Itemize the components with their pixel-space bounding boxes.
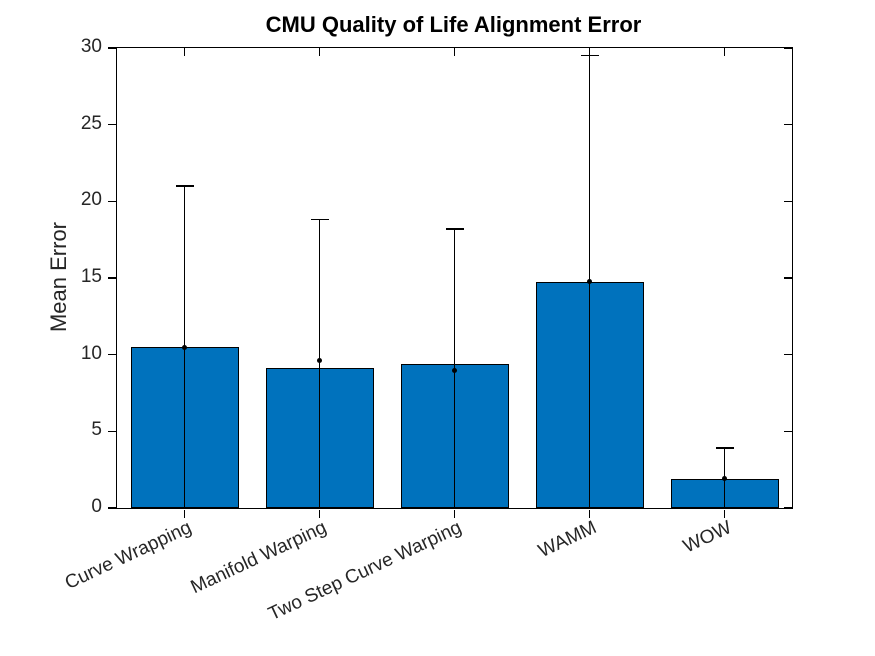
error-bar-cap-top xyxy=(715,447,734,449)
error-bar-cap-top xyxy=(445,228,464,230)
error-bar-marker xyxy=(317,357,322,363)
y-tick-label: 30 xyxy=(80,36,102,57)
x-tick-top xyxy=(318,48,321,56)
y-tick-right xyxy=(784,277,792,279)
y-tick-left xyxy=(107,277,116,279)
error-bar-cap-bottom xyxy=(175,507,194,509)
x-tick-bottom xyxy=(183,509,186,518)
error-bar-cap-bottom xyxy=(310,507,329,509)
x-tick-label: Curve Wrapping xyxy=(61,517,195,594)
x-tick-label: WOW xyxy=(679,517,735,558)
error-bar-cap-top xyxy=(175,185,194,187)
x-tick-bottom xyxy=(453,509,456,518)
y-tick-left xyxy=(107,47,116,49)
x-tick-top xyxy=(588,48,591,56)
y-tick-label: 20 xyxy=(80,189,102,211)
x-tick-label: WAMM xyxy=(534,517,600,563)
x-tick-top xyxy=(723,48,726,56)
y-tick-left xyxy=(107,507,116,509)
y-tick-right xyxy=(784,507,792,509)
y-tick-right xyxy=(784,123,792,126)
y-tick-right xyxy=(784,200,792,203)
y-tick-label: 0 xyxy=(91,496,102,517)
error-bar-cap-top xyxy=(310,218,329,221)
y-tick-right xyxy=(784,430,792,433)
y-tick-left xyxy=(107,200,116,203)
y-tick-label: 5 xyxy=(91,419,102,441)
error-bar-cap-bottom xyxy=(445,507,464,509)
y-tick-left xyxy=(107,123,116,126)
y-tick-right xyxy=(784,47,792,49)
x-tick-bottom xyxy=(588,509,591,518)
error-bar-line xyxy=(318,219,321,508)
y-tick-label: 15 xyxy=(80,266,102,287)
error-bar-marker xyxy=(182,344,187,350)
x-tick-bottom xyxy=(318,509,321,518)
error-bar-cap-bottom xyxy=(580,507,599,509)
y-tick-right xyxy=(784,353,792,356)
error-bar-cap-bottom xyxy=(715,507,734,509)
y-tick-label: 10 xyxy=(80,342,102,364)
error-bar-marker xyxy=(452,368,457,374)
x-tick-top xyxy=(183,48,186,56)
x-tick-top xyxy=(453,48,456,56)
error-bar-marker xyxy=(722,476,727,482)
error-bar-marker xyxy=(587,278,592,284)
y-tick-label: 25 xyxy=(80,112,102,134)
y-tick-left xyxy=(107,430,116,433)
chart-title: CMU Quality of Life Alignment Error xyxy=(265,12,642,37)
x-tick-bottom xyxy=(723,509,726,518)
y-tick-left xyxy=(107,353,116,356)
plot-area xyxy=(107,47,793,518)
